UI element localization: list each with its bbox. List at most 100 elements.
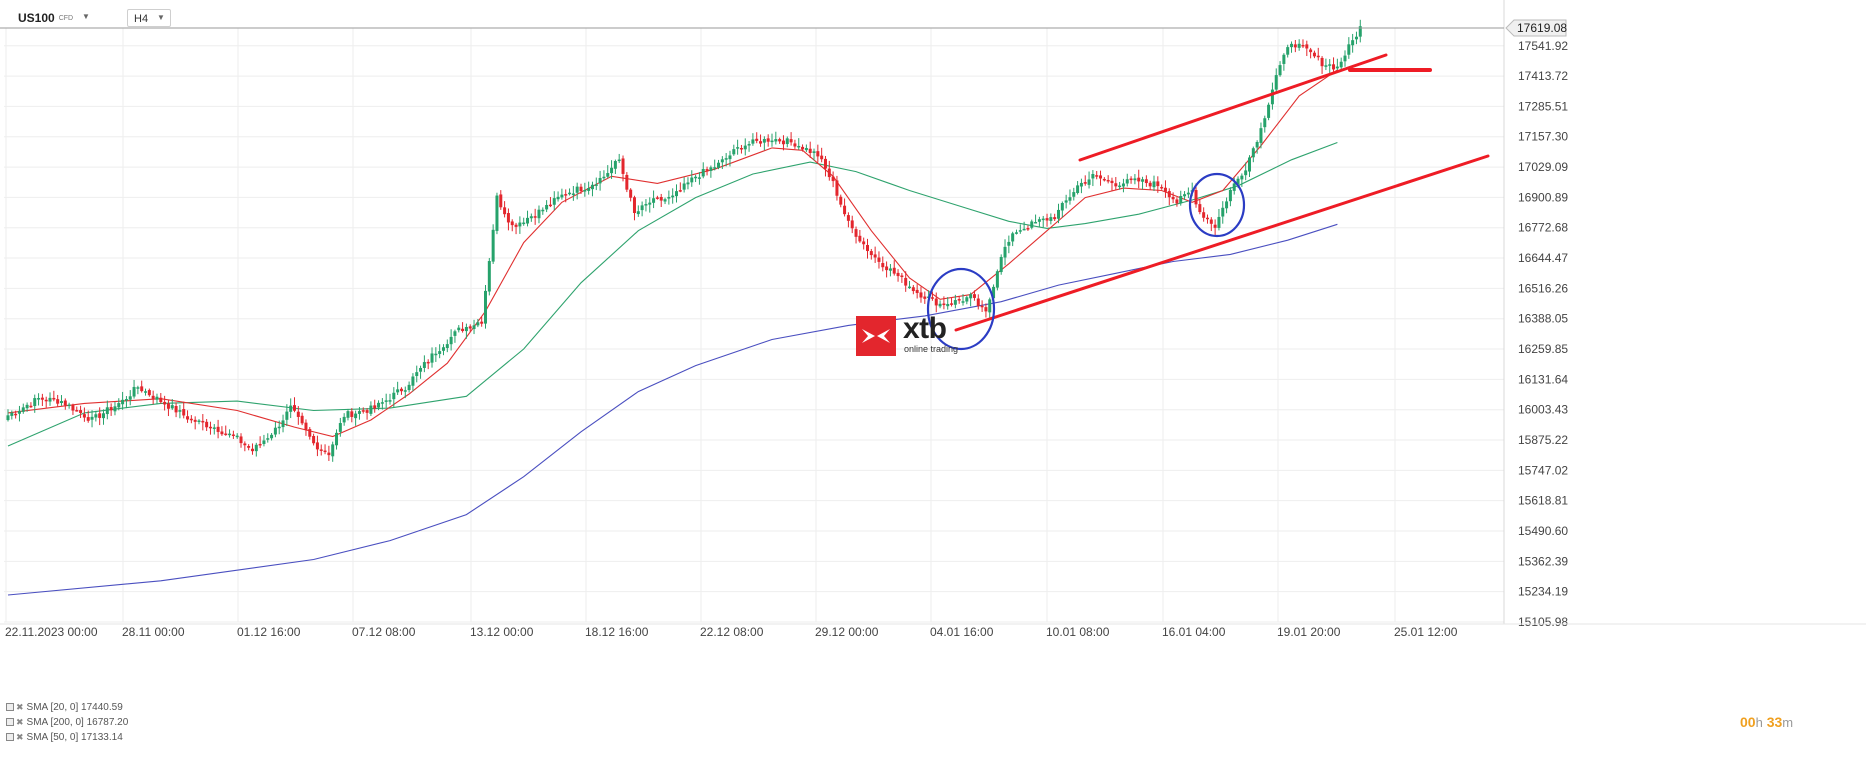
x-tick-label: 13.12 00:00 xyxy=(470,625,534,639)
x-tick-label: 19.01 20:00 xyxy=(1277,625,1341,639)
legend-row-sma50[interactable]: ✖ SMA [50, 0] 17133.14 xyxy=(6,730,128,745)
legend-label: SMA xyxy=(26,717,48,728)
candle-body xyxy=(655,197,659,199)
candle-body xyxy=(1064,200,1068,203)
candle-body xyxy=(732,149,736,155)
legend-row-sma20[interactable]: ✖ SMA [20, 0] 17440.59 xyxy=(6,700,128,715)
candle-body xyxy=(866,244,869,252)
candle-body xyxy=(1011,233,1015,242)
sma20-path xyxy=(7,69,1338,438)
candle-body xyxy=(231,434,235,437)
candle-body xyxy=(1286,47,1290,55)
candle-body xyxy=(904,277,908,286)
candle-body xyxy=(1060,203,1064,211)
highlight-circle xyxy=(1188,172,1246,238)
symbol-selector[interactable]: US100 CFD xyxy=(18,11,73,25)
candle-body xyxy=(705,169,709,171)
x-tick-label: 28.11 00:00 xyxy=(122,625,185,639)
candle-body xyxy=(671,195,675,198)
candle-body xyxy=(1217,216,1221,228)
candle-body xyxy=(182,409,186,416)
candle-body xyxy=(1339,61,1343,68)
candle-body xyxy=(422,362,426,368)
current-price-box xyxy=(1505,19,1567,37)
candle-body xyxy=(667,196,671,199)
indicator-settings-icon[interactable] xyxy=(6,718,14,726)
candle-body xyxy=(1175,199,1179,204)
candle-body xyxy=(1228,189,1232,202)
trendline xyxy=(1078,53,1388,162)
candle-body xyxy=(1244,170,1248,176)
candle-body xyxy=(518,222,522,227)
sma50-path xyxy=(7,141,1338,447)
candle-body xyxy=(969,294,973,299)
candle-body xyxy=(247,446,251,448)
remove-indicator-icon[interactable]: ✖ xyxy=(16,732,24,742)
candle-body xyxy=(300,415,304,424)
candle-body xyxy=(109,407,113,411)
candle-body xyxy=(239,436,243,444)
current-price-tag: 17619.08 xyxy=(0,19,1567,37)
candle-body xyxy=(621,158,625,174)
candle-body xyxy=(972,294,976,298)
candle-body xyxy=(728,155,732,160)
candle-body xyxy=(44,399,48,402)
indicator-settings-icon[interactable] xyxy=(6,703,14,711)
remove-indicator-icon[interactable]: ✖ xyxy=(16,717,24,727)
candle-body xyxy=(579,186,583,192)
candle-body xyxy=(384,400,388,402)
candle-body xyxy=(858,235,862,242)
candle-body xyxy=(277,426,281,429)
candle-body xyxy=(472,325,476,330)
candle-body xyxy=(1282,54,1286,64)
candle-body xyxy=(1320,57,1324,67)
candle-body xyxy=(820,155,824,160)
candle-body xyxy=(396,389,400,393)
candle-body xyxy=(751,139,755,144)
candle-body xyxy=(976,298,980,307)
candle-body xyxy=(709,167,713,171)
timeframe-selector[interactable]: H4 ▼ xyxy=(127,9,171,27)
candle-body xyxy=(1194,190,1198,205)
candle-body xyxy=(697,177,701,179)
candle-body xyxy=(289,405,293,412)
candle-body xyxy=(1290,43,1294,48)
candle-body xyxy=(75,410,79,412)
symbol-dropdown-icon[interactable]: ▼ xyxy=(82,12,90,21)
candle-body xyxy=(1267,104,1271,118)
legend-row-sma200[interactable]: ✖ SMA [200, 0] 16787.20 xyxy=(6,715,128,730)
chart-toolbar: US100 CFD ▼ H4 ▼ xyxy=(0,0,1866,32)
candle-body xyxy=(908,286,912,289)
candle-body xyxy=(186,416,190,420)
candle-body xyxy=(1225,201,1229,209)
candle-body xyxy=(1324,65,1328,67)
highlight-circle xyxy=(926,267,996,351)
candle-body xyxy=(881,263,885,268)
candle-body xyxy=(1232,183,1236,191)
candle-body xyxy=(1014,232,1018,234)
candle-body xyxy=(1030,221,1034,228)
drawing-tools xyxy=(926,53,1490,351)
x-tick-label: 18.12 16:00 xyxy=(585,625,649,639)
y-tick-label: 16259.85 xyxy=(1518,342,1568,356)
candle-body xyxy=(934,298,938,306)
indicator-settings-icon[interactable] xyxy=(6,733,14,741)
candle-body xyxy=(304,422,308,431)
candle-body xyxy=(988,299,992,313)
remove-indicator-icon[interactable]: ✖ xyxy=(16,702,24,712)
candle-body xyxy=(1163,187,1167,192)
candle-body xyxy=(102,413,105,419)
candle-body xyxy=(923,296,927,299)
y-tick-label: 17413.72 xyxy=(1518,69,1568,83)
candle-body xyxy=(1053,217,1057,220)
candle-body xyxy=(319,449,323,451)
instrument-type: CFD xyxy=(58,15,74,22)
candle-body xyxy=(1305,44,1309,49)
candle-body xyxy=(159,397,163,403)
candle-body xyxy=(491,229,495,262)
sma-200-line xyxy=(7,223,1338,596)
candle-body xyxy=(1343,55,1347,62)
candle-body xyxy=(965,297,969,302)
candle-body xyxy=(1152,181,1156,188)
